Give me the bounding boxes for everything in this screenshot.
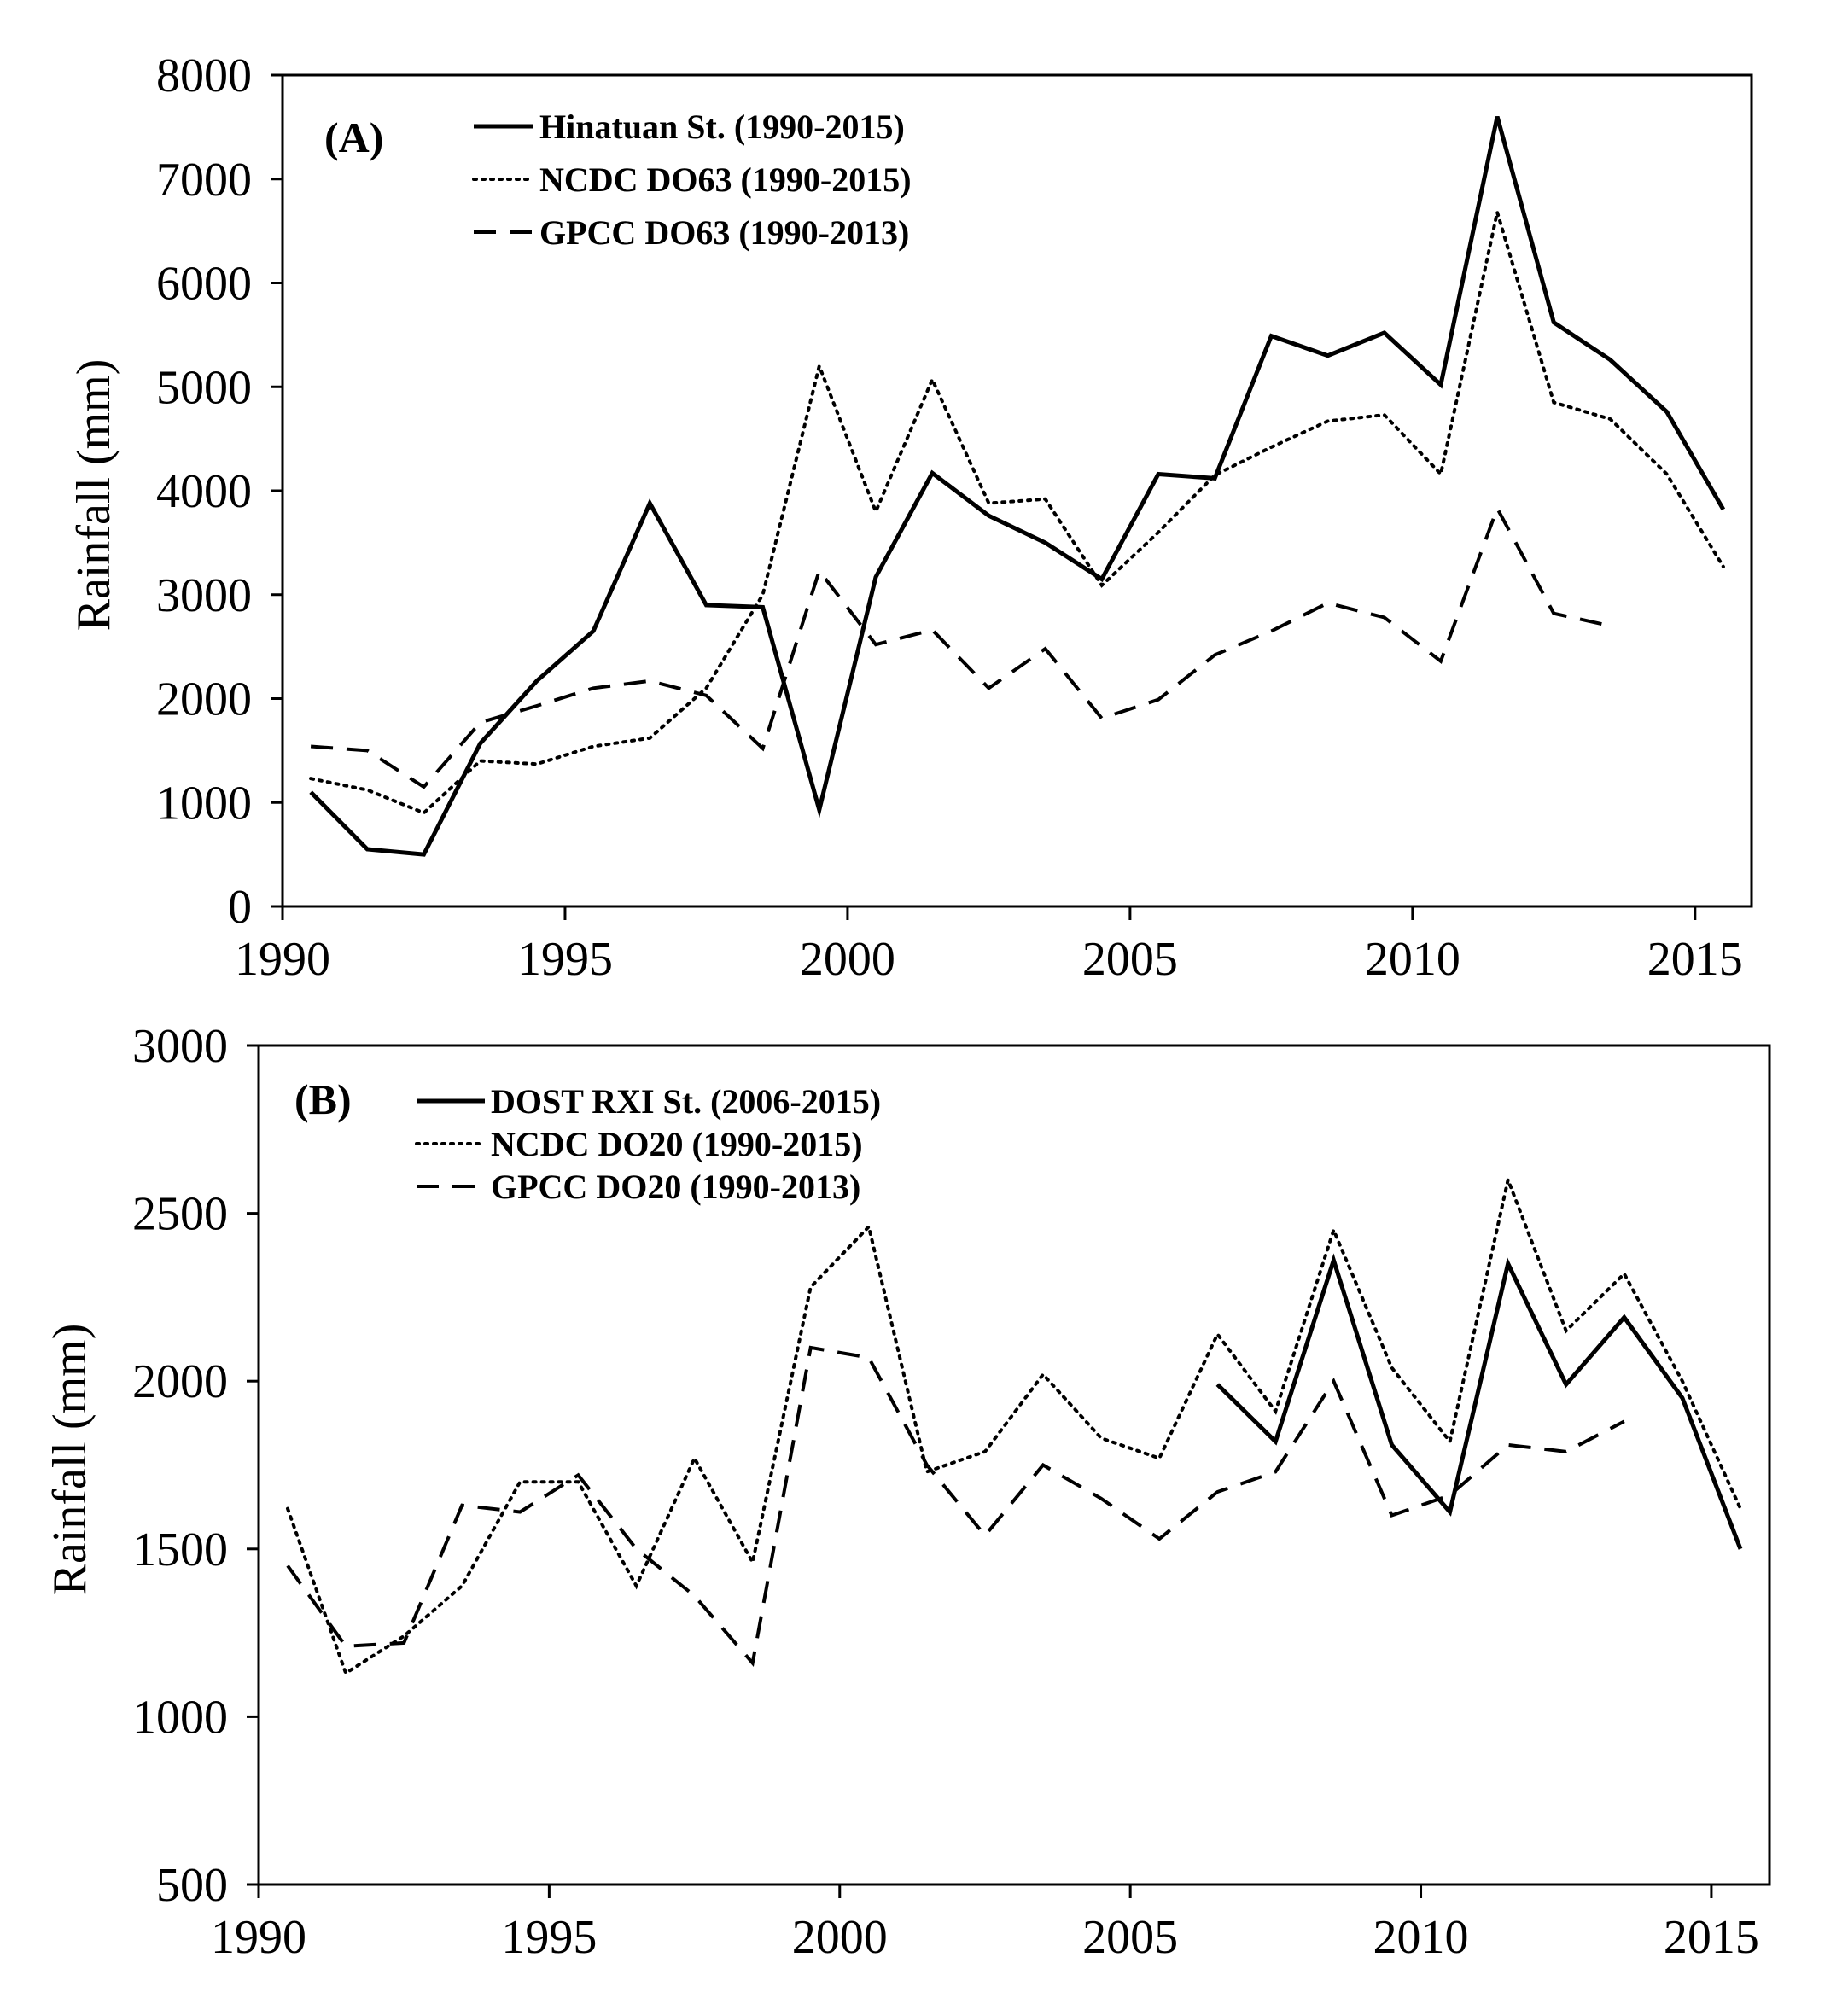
y-tick-label: 8000 (156, 50, 252, 102)
x-tick-label: 2005 (1082, 933, 1178, 986)
x-tick-label: 1995 (501, 1911, 597, 1964)
chart-panel-b: 500 1000 1500 2000 2500 3000 1990 1995 2000 2005… (44, 1020, 1771, 1964)
y-tick-label: 1000 (132, 1691, 228, 1744)
y-tick-label: 5000 (156, 361, 252, 414)
series-line-solid (1215, 1253, 1743, 1550)
y-tick-label: 3000 (156, 569, 252, 622)
y-tick-label: 6000 (156, 258, 252, 311)
x-tick-label: 1990 (211, 1911, 306, 1964)
x-tick-label: 2010 (1365, 933, 1460, 986)
y-tick-label: 500 (156, 1859, 228, 1912)
legend-label: NCDC DO20 (1990-2015) (491, 1125, 863, 1163)
panel-label: (B) (294, 1075, 352, 1123)
x-tick-label: 2000 (792, 1911, 888, 1964)
series-line-dashed (286, 1345, 1625, 1667)
y-tick-label: 1500 (132, 1523, 228, 1576)
x-tick-label: 1995 (517, 933, 613, 986)
x-tick-label: 2000 (800, 933, 895, 986)
series-line-dashed (310, 504, 1611, 789)
y-tick-label: 4000 (156, 465, 252, 518)
panel-label: (A) (324, 114, 383, 161)
series-line-solid (309, 116, 1726, 857)
series-group (309, 116, 1726, 857)
series-line-dotted (286, 1174, 1742, 1676)
plot-frame (257, 1044, 1771, 1886)
legend: Hinatuan St. (1990-2015) NCDC DO63 (1990-… (472, 108, 912, 252)
y-tick-label: 0 (228, 881, 252, 934)
y-tick-label: 2000 (132, 1355, 228, 1408)
y-ticks: 0 1000 2000 3000 4000 5000 6000 7000 8000 (156, 50, 283, 934)
legend: DOST RXI St. (2006-2015) NCDC DO20 (1990-… (415, 1082, 881, 1206)
legend-label: NCDC DO63 (1990-2015) (539, 160, 912, 199)
x-tick-label: 2015 (1647, 933, 1743, 986)
series-group (286, 1174, 1743, 1676)
y-axis-label: Rainfall (mm) (67, 359, 120, 632)
x-tick-label: 2005 (1082, 1911, 1178, 1964)
y-tick-label: 1000 (156, 777, 252, 830)
y-tick-label: 2000 (156, 673, 252, 726)
x-tick-label: 2015 (1664, 1911, 1759, 1964)
y-axis-label: Rainfall (mm) (44, 1324, 96, 1596)
y-tick-label: 3000 (132, 1020, 228, 1073)
y-ticks: 500 1000 1500 2000 2500 3000 (132, 1020, 259, 1912)
y-tick-label: 7000 (156, 154, 252, 207)
legend-label: Hinatuan St. (1990-2015) (539, 108, 905, 146)
x-tick-label: 1990 (235, 933, 330, 986)
legend-label: DOST RXI St. (2006-2015) (491, 1082, 881, 1121)
legend-label: GPCC DO63 (1990-2013) (539, 213, 909, 252)
x-tick-label: 2010 (1373, 1911, 1469, 1964)
y-tick-label: 2500 (132, 1188, 228, 1241)
x-ticks: 1990 1995 2000 2005 2010 2015 (235, 906, 1743, 986)
x-ticks: 1990 1995 2000 2005 2010 2015 (211, 1885, 1759, 1964)
legend-label: GPCC DO20 (1990-2013) (491, 1168, 860, 1206)
